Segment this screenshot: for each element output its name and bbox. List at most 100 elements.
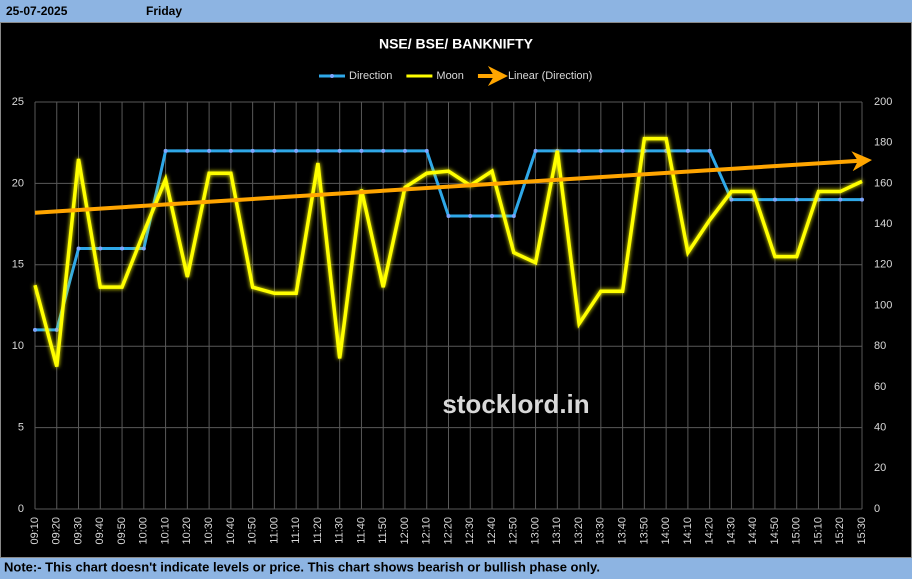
x-tick-label: 13:40 bbox=[617, 517, 629, 545]
y-tick-label: 25 bbox=[12, 96, 24, 108]
point bbox=[446, 213, 451, 218]
x-tick-label: 13:50 bbox=[638, 517, 650, 545]
y2-tick-label: 60 bbox=[874, 381, 886, 393]
footer-bar bbox=[0, 558, 912, 579]
point bbox=[685, 148, 690, 153]
point bbox=[33, 327, 37, 332]
x-tick-label: 12:40 bbox=[486, 517, 498, 545]
point bbox=[250, 148, 255, 153]
point bbox=[98, 246, 103, 251]
point bbox=[490, 213, 495, 218]
x-tick-label: 13:10 bbox=[551, 517, 563, 545]
day: Friday bbox=[146, 4, 182, 18]
x-tick-label: 12:00 bbox=[399, 517, 411, 545]
y2-tick-label: 40 bbox=[874, 422, 886, 434]
x-tick-label: 11:40 bbox=[355, 517, 367, 544]
point bbox=[294, 148, 299, 153]
x-tick-label: 09:20 bbox=[51, 517, 63, 545]
point bbox=[337, 148, 342, 153]
footer-note: Note:- This chart doesn't indicate level… bbox=[4, 559, 600, 574]
y2-tick-label: 0 bbox=[874, 503, 880, 515]
chart-area bbox=[0, 22, 912, 558]
point bbox=[207, 148, 212, 153]
x-tick-label: 15:00 bbox=[791, 517, 803, 545]
x-tick-label: 12:30 bbox=[464, 517, 476, 545]
y2-tick-label: 80 bbox=[874, 340, 886, 352]
x-tick-label: 10:10 bbox=[159, 517, 171, 545]
series-line bbox=[33, 136, 863, 368]
x-tick-label: 12:50 bbox=[508, 517, 520, 545]
x-tick-label: 10:40 bbox=[225, 517, 237, 545]
point bbox=[76, 246, 81, 251]
trendline bbox=[34, 151, 872, 215]
point bbox=[598, 148, 603, 153]
y-tick-label: 15 bbox=[12, 259, 24, 271]
y2-tick-label: 140 bbox=[874, 218, 892, 230]
legend-label: Moon bbox=[436, 70, 464, 82]
point bbox=[141, 246, 146, 251]
y-tick-label: 0 bbox=[18, 503, 24, 515]
x-tick-label: 11:10 bbox=[290, 517, 302, 544]
point bbox=[381, 148, 386, 153]
x-tick-label: 09:40 bbox=[94, 517, 106, 545]
point bbox=[228, 148, 233, 153]
y-tick-label: 10 bbox=[12, 340, 24, 352]
x-tick-label: 12:10 bbox=[421, 517, 433, 545]
point bbox=[860, 197, 864, 202]
x-tick-label: 11:30 bbox=[334, 517, 346, 544]
header-bar bbox=[0, 0, 912, 22]
y2-tick-label: 160 bbox=[874, 177, 892, 189]
x-tick-label: 10:50 bbox=[247, 517, 259, 545]
point bbox=[185, 148, 190, 153]
y-tick-label: 5 bbox=[18, 422, 24, 434]
point bbox=[577, 148, 582, 153]
x-tick-label: 14:30 bbox=[725, 517, 737, 545]
y-tick-label: 20 bbox=[12, 177, 24, 189]
point bbox=[424, 148, 429, 153]
x-tick-label: 09:10 bbox=[29, 517, 41, 545]
point bbox=[163, 148, 168, 153]
x-tick-label: 14:40 bbox=[747, 517, 759, 545]
x-tick-label: 11:20 bbox=[312, 517, 324, 544]
point bbox=[272, 148, 277, 153]
x-tick-label: 14:20 bbox=[704, 517, 716, 545]
point bbox=[54, 327, 59, 332]
x-tick-label: 14:10 bbox=[682, 517, 694, 545]
legend-label: Linear (Direction) bbox=[508, 70, 592, 82]
point bbox=[729, 197, 734, 202]
x-tick-label: 13:30 bbox=[595, 517, 607, 545]
x-tick-label: 09:50 bbox=[116, 517, 128, 545]
date: 25-07-2025 bbox=[6, 4, 68, 18]
point bbox=[468, 213, 473, 218]
point bbox=[838, 197, 843, 202]
y2-tick-label: 120 bbox=[874, 259, 892, 271]
point bbox=[359, 148, 364, 153]
x-tick-label: 15:10 bbox=[812, 517, 824, 545]
legend-label: Direction bbox=[349, 70, 392, 82]
y2-tick-label: 20 bbox=[874, 462, 886, 474]
x-tick-label: 14:50 bbox=[769, 517, 781, 545]
point bbox=[533, 148, 538, 153]
point bbox=[794, 197, 799, 202]
x-tick-label: 09:30 bbox=[72, 517, 84, 545]
x-tick-label: 10:30 bbox=[203, 517, 215, 545]
x-tick-label: 11:00 bbox=[268, 517, 280, 544]
point bbox=[120, 246, 125, 251]
x-tick-label: 10:00 bbox=[138, 517, 150, 545]
point bbox=[620, 148, 625, 153]
x-tick-label: 12:20 bbox=[442, 517, 454, 545]
point bbox=[315, 148, 320, 153]
x-tick-label: 10:20 bbox=[181, 517, 193, 545]
x-tick-label: 15:30 bbox=[856, 517, 868, 545]
x-tick-label: 15:20 bbox=[834, 517, 846, 545]
watermark: stocklord.in bbox=[442, 389, 589, 419]
x-tick-label: 13:20 bbox=[573, 517, 585, 545]
x-tick-label: 14:00 bbox=[660, 517, 672, 545]
x-tick-label: 13:00 bbox=[529, 517, 541, 545]
point bbox=[402, 148, 407, 153]
point bbox=[772, 197, 777, 202]
point bbox=[707, 148, 712, 153]
chart-title: NSE/ BSE/ BANKNIFTY bbox=[379, 36, 534, 52]
y2-tick-label: 100 bbox=[874, 299, 892, 311]
